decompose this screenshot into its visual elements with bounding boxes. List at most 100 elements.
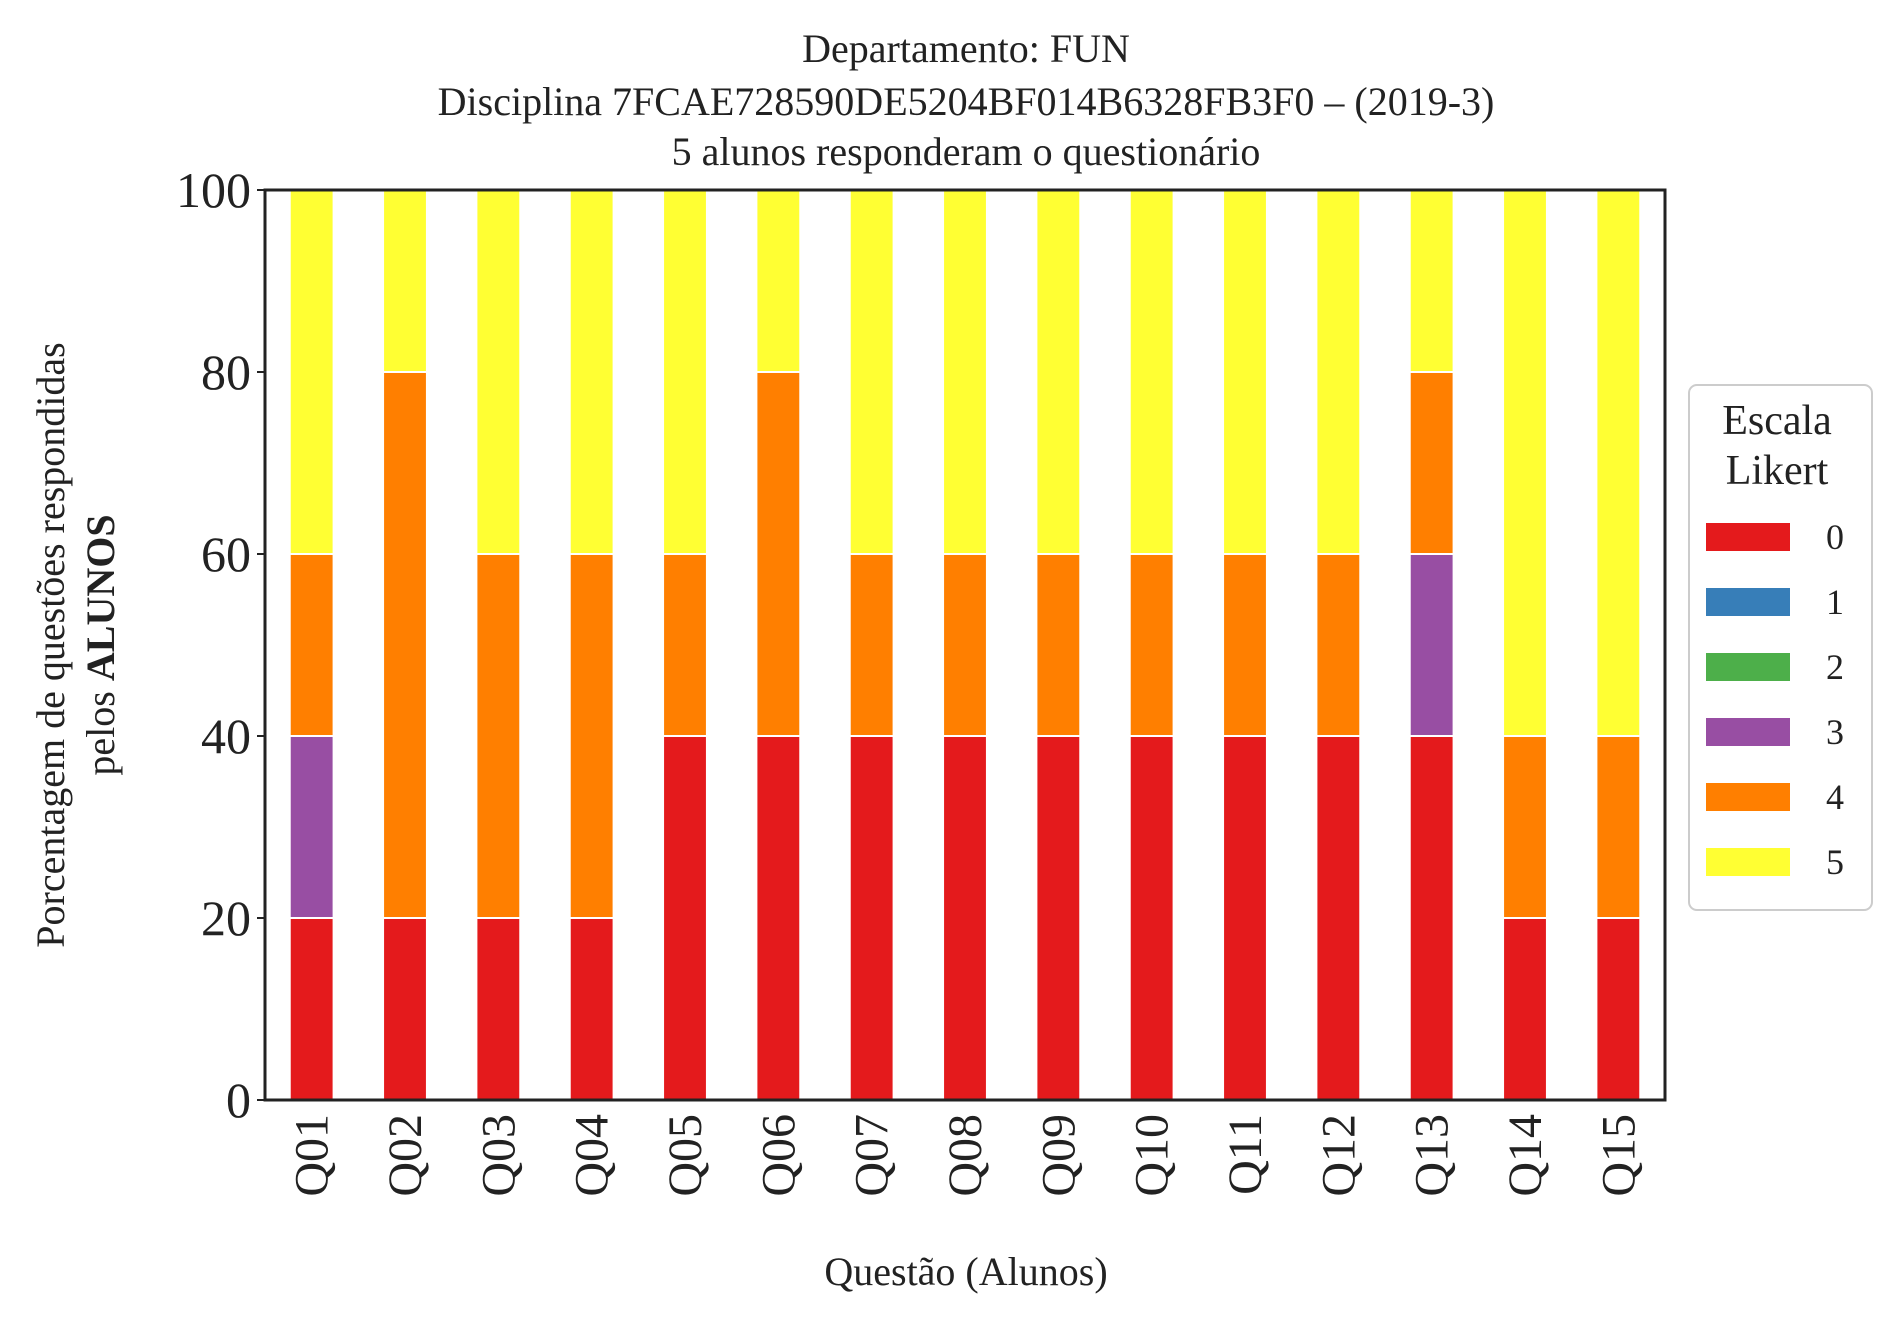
legend: Escala Likert 0 1 2 3 4 5 bbox=[1688, 384, 1873, 911]
bar-q09-likert-5 bbox=[1035, 189, 1082, 555]
bar-q13-likert-5 bbox=[1408, 189, 1455, 373]
legend-frame bbox=[1688, 384, 1873, 911]
bar-q09-likert-0 bbox=[1035, 735, 1082, 1101]
legend-title-line-1: Escala bbox=[1722, 398, 1832, 444]
legend-label-3: 3 bbox=[1826, 712, 1844, 752]
bar-q04-likert-0 bbox=[568, 917, 615, 1101]
x-tick-q12: Q12 bbox=[1312, 1114, 1365, 1197]
bar-q12-likert-5 bbox=[1315, 189, 1362, 555]
bar-q08-likert-0 bbox=[942, 735, 988, 1101]
bar-q02-likert-0 bbox=[382, 917, 428, 1101]
x-tick-label: Q11 bbox=[1219, 1114, 1272, 1195]
bar-q06-likert-0 bbox=[755, 735, 802, 1101]
bar-q15-likert-5 bbox=[1595, 189, 1642, 737]
bar-q09-likert-4 bbox=[1035, 553, 1082, 737]
x-tick-labels: Q01 Q02 Q03 Q04 Q05 Q06 Q07 Q08 Q09 Q10 Q11 Q12 Q13 Q… bbox=[286, 1114, 1646, 1197]
legend-label-4: 4 bbox=[1826, 777, 1844, 817]
x-tick-label: Q07 bbox=[846, 1114, 899, 1197]
legend-swatch-4 bbox=[1706, 783, 1790, 811]
title-line-3: 5 alunos responderam o questionário bbox=[672, 129, 1261, 174]
bar-q04-likert-4 bbox=[568, 553, 615, 919]
y-tick-label: 20 bbox=[201, 890, 251, 946]
y-axis-label-line-1: Porcentagem de questões respondidas bbox=[28, 342, 73, 947]
legend-swatch-0 bbox=[1706, 523, 1790, 551]
x-tick-label: Q13 bbox=[1406, 1114, 1459, 1197]
bar-q08-likert-5 bbox=[942, 189, 988, 555]
bar-q01-likert-4 bbox=[288, 553, 335, 737]
bar-q01-likert-5 bbox=[288, 189, 335, 555]
y-tick-label: 40 bbox=[201, 708, 251, 764]
x-tick-q10: Q10 bbox=[1126, 1114, 1179, 1197]
x-tick-label: Q06 bbox=[752, 1114, 805, 1197]
x-tick-q01: Q01 bbox=[286, 1114, 339, 1197]
legend-label-0: 0 bbox=[1826, 517, 1844, 557]
x-tick-label: Q15 bbox=[1592, 1114, 1645, 1197]
x-tick-label: Q02 bbox=[379, 1114, 432, 1197]
y-axis-label-bold: ALUNOS bbox=[78, 514, 123, 681]
bar-q07-likert-5 bbox=[848, 189, 895, 555]
y-axis-label-prefix: pelos bbox=[78, 681, 123, 775]
bar-q04-likert-5 bbox=[568, 189, 615, 555]
y-tick-label: 80 bbox=[201, 344, 251, 400]
legend-title-line-2: Likert bbox=[1726, 448, 1829, 494]
y-tick-label: 0 bbox=[226, 1072, 251, 1128]
x-tick-q02: Q02 bbox=[379, 1114, 432, 1197]
chart-title: Departamento: FUN Disciplina 7FCAE728590… bbox=[438, 26, 1495, 174]
bar-q06-likert-4 bbox=[755, 371, 802, 737]
bar-q10-likert-0 bbox=[1128, 735, 1175, 1101]
bar-q07-likert-4 bbox=[848, 553, 895, 737]
x-tick-q11: Q11 bbox=[1219, 1114, 1272, 1195]
title-line-2: Disciplina 7FCAE728590DE5204BF014B6328FB… bbox=[438, 79, 1495, 124]
x-tick-label: Q05 bbox=[659, 1114, 712, 1197]
x-tick-q06: Q06 bbox=[752, 1114, 805, 1197]
bar-q10-likert-5 bbox=[1128, 189, 1175, 555]
bar-q13-likert-3 bbox=[1408, 553, 1455, 737]
bar-q15-likert-4 bbox=[1595, 735, 1642, 919]
plot-frame bbox=[263, 188, 1667, 1102]
x-tick-label: Q12 bbox=[1312, 1114, 1365, 1197]
bar-q03-likert-0 bbox=[475, 917, 522, 1101]
bar-q06-likert-5 bbox=[755, 189, 802, 373]
bars-layer bbox=[288, 189, 1642, 1101]
bar-q01-likert-0 bbox=[288, 917, 335, 1101]
bar-q13-likert-4 bbox=[1408, 371, 1455, 555]
y-tick-labels: 0 20 40 60 80 100 bbox=[176, 162, 265, 1128]
x-tick-q13: Q13 bbox=[1406, 1114, 1459, 1197]
bar-q14-likert-4 bbox=[1502, 735, 1548, 919]
bar-q10-likert-4 bbox=[1128, 553, 1175, 737]
bar-q05-likert-5 bbox=[662, 189, 708, 555]
x-tick-q03: Q03 bbox=[472, 1114, 525, 1197]
x-tick-q08: Q08 bbox=[939, 1114, 992, 1197]
bar-q12-likert-0 bbox=[1315, 735, 1362, 1101]
x-tick-q07: Q07 bbox=[846, 1114, 899, 1197]
x-tick-q05: Q05 bbox=[659, 1114, 712, 1197]
bar-q11-likert-5 bbox=[1222, 189, 1268, 555]
bar-q15-likert-0 bbox=[1595, 917, 1642, 1101]
bar-q03-likert-4 bbox=[475, 553, 522, 919]
x-tick-label: Q08 bbox=[939, 1114, 992, 1197]
x-tick-label: Q03 bbox=[472, 1114, 525, 1197]
y-axis-label: Porcentagem de questões respondidas pelo… bbox=[28, 342, 123, 947]
bar-q12-likert-4 bbox=[1315, 553, 1362, 737]
legend-swatch-5 bbox=[1706, 848, 1790, 876]
bar-q13-likert-0 bbox=[1408, 735, 1455, 1101]
x-tick-label: Q10 bbox=[1126, 1114, 1179, 1197]
x-tick-label: Q01 bbox=[286, 1114, 339, 1197]
bar-q02-likert-5 bbox=[382, 189, 428, 373]
bar-q03-likert-5 bbox=[475, 189, 522, 555]
x-axis-label: Questão (Alunos) bbox=[824, 1249, 1107, 1294]
bar-q05-likert-4 bbox=[662, 553, 708, 737]
x-tick-label: Q09 bbox=[1032, 1114, 1085, 1197]
bar-q14-likert-5 bbox=[1502, 189, 1548, 737]
y-tick-label: 60 bbox=[201, 526, 251, 582]
bar-q07-likert-0 bbox=[848, 735, 895, 1101]
bar-q11-likert-4 bbox=[1222, 553, 1268, 737]
x-tick-q09: Q09 bbox=[1032, 1114, 1085, 1197]
x-tick-q04: Q04 bbox=[566, 1114, 619, 1197]
x-tick-label: Q04 bbox=[566, 1114, 619, 1197]
bar-q08-likert-4 bbox=[942, 553, 988, 737]
y-axis-label-line-2: pelos ALUNOS bbox=[78, 514, 123, 775]
x-tick-label: Q14 bbox=[1499, 1114, 1552, 1197]
bar-q02-likert-4 bbox=[382, 371, 428, 919]
